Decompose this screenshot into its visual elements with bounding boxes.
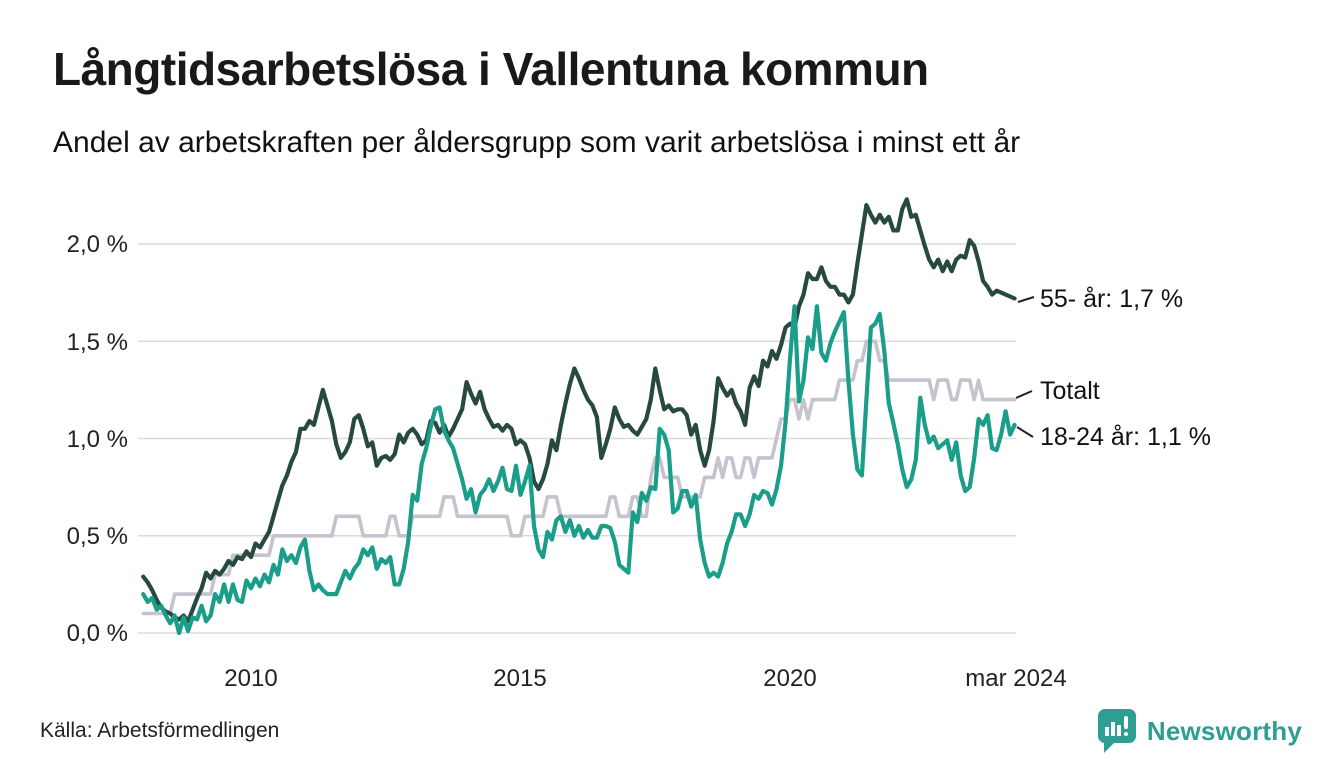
y-axis-label: 0,5 % (67, 523, 128, 550)
leader-line-18-24 (1016, 426, 1034, 438)
label-leader-lines (1015, 296, 1035, 438)
newsworthy-logo: Newsworthy (1097, 708, 1302, 754)
y-axis-label: 1,0 % (67, 426, 128, 453)
source-note: Källa: Arbetsförmedlingen (40, 719, 280, 742)
x-axis: 2010 2015 2020 mar 2024 (224, 665, 1066, 692)
series-lines (141, 197, 1017, 636)
y-axis-label: 2,0 % (67, 231, 128, 258)
leader-line-55 (1017, 296, 1035, 303)
y-axis: 2,0 % 1,5 % 1,0 % 0,5 % 0,0 % (67, 231, 128, 647)
chart-title: Långtidsarbetslösa i Vallentuna kommun (53, 43, 929, 95)
leader-line-total (1015, 390, 1033, 399)
x-axis-label: mar 2024 (965, 665, 1066, 692)
y-axis-label: 0,0 % (67, 620, 128, 647)
x-axis-label: 2015 (493, 665, 546, 692)
bar-chart-bubble-icon (1097, 708, 1137, 754)
series-line-18-24-r (141, 304, 1017, 636)
series-end-label-18-24: 18-24 år: 1,1 % (1040, 423, 1211, 451)
x-axis-label: 2020 (763, 665, 816, 692)
y-axis-label: 1,5 % (67, 329, 128, 356)
series-end-label-total: Totalt (1040, 377, 1100, 405)
newsworthy-wordmark: Newsworthy (1146, 715, 1302, 746)
series-end-label-55: 55- år: 1,7 % (1040, 285, 1184, 313)
chart-subtitle: Andel av arbetskraften per åldersgrupp s… (53, 126, 1021, 159)
x-axis-label: 2010 (224, 665, 277, 692)
series-line-55-r (141, 197, 1017, 624)
